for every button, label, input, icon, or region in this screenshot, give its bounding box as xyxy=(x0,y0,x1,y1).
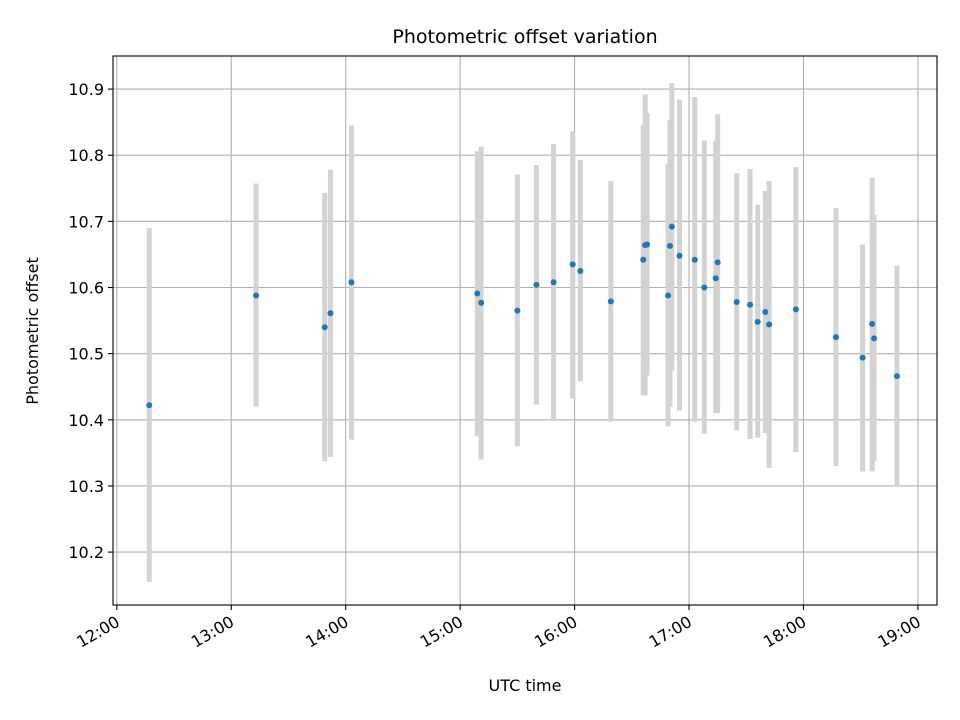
data-point xyxy=(514,307,521,314)
data-point xyxy=(644,241,651,248)
x-tick-label: 14:00 xyxy=(302,612,351,652)
data-point xyxy=(747,301,754,308)
y-tick-label: 10.4 xyxy=(68,411,104,430)
data-point xyxy=(550,279,557,286)
x-axis-ticks: 12:00 13:00 14:00 15:00 16:00 17:00 18:00 19:00 xyxy=(73,605,924,652)
data-point xyxy=(712,275,719,282)
data-point xyxy=(348,279,355,286)
data-point xyxy=(871,335,878,342)
plot-frame xyxy=(112,55,938,606)
data-point xyxy=(869,320,876,327)
data-point xyxy=(253,292,260,299)
x-tick-label: 13:00 xyxy=(188,612,237,652)
data-point xyxy=(859,354,866,361)
y-tick-label: 10.6 xyxy=(68,279,104,298)
x-tick-label: 12:00 xyxy=(73,612,122,652)
y-tick-label: 10.9 xyxy=(68,80,104,99)
x-tick-label: 19:00 xyxy=(874,612,923,652)
data-point xyxy=(714,259,721,266)
data-point xyxy=(533,281,540,288)
y-axis-ticks: 10.2 10.3 10.4 10.5 10.6 10.7 10.8 10.9 xyxy=(68,80,113,562)
y-axis-label: Photometric offset xyxy=(23,257,42,405)
data-point xyxy=(666,242,673,249)
data-point xyxy=(676,252,683,259)
data-point xyxy=(691,256,698,263)
data-point xyxy=(474,290,481,297)
data-point xyxy=(569,261,576,268)
data-point xyxy=(327,310,334,317)
x-tick-label: 18:00 xyxy=(760,612,809,652)
y-tick-label: 10.5 xyxy=(68,345,104,364)
y-tick-label: 10.8 xyxy=(68,146,104,165)
data-point xyxy=(665,292,672,299)
data-point xyxy=(577,267,584,274)
data-point xyxy=(762,308,769,315)
data-point xyxy=(893,373,900,380)
data-point xyxy=(792,306,799,313)
x-tick-label: 16:00 xyxy=(531,612,580,652)
data-point xyxy=(733,299,740,306)
data-point xyxy=(146,402,153,409)
x-tick-label: 15:00 xyxy=(417,612,466,652)
y-tick-label: 10.3 xyxy=(68,477,104,496)
data-points xyxy=(146,223,900,409)
y-tick-label: 10.2 xyxy=(68,543,104,562)
chart-title: Photometric offset variation xyxy=(392,26,657,48)
data-point xyxy=(701,284,708,291)
data-point xyxy=(754,318,761,325)
data-point xyxy=(832,334,839,341)
x-axis-label: UTC time xyxy=(489,676,562,695)
y-tick-label: 10.7 xyxy=(68,212,104,231)
data-point xyxy=(640,256,647,263)
data-point xyxy=(766,321,773,328)
error-bars xyxy=(146,83,900,582)
data-point xyxy=(668,223,675,230)
data-point xyxy=(478,299,485,306)
x-tick-label: 17:00 xyxy=(646,612,695,652)
grid xyxy=(113,56,937,605)
data-point xyxy=(321,324,328,331)
data-point xyxy=(607,298,614,305)
